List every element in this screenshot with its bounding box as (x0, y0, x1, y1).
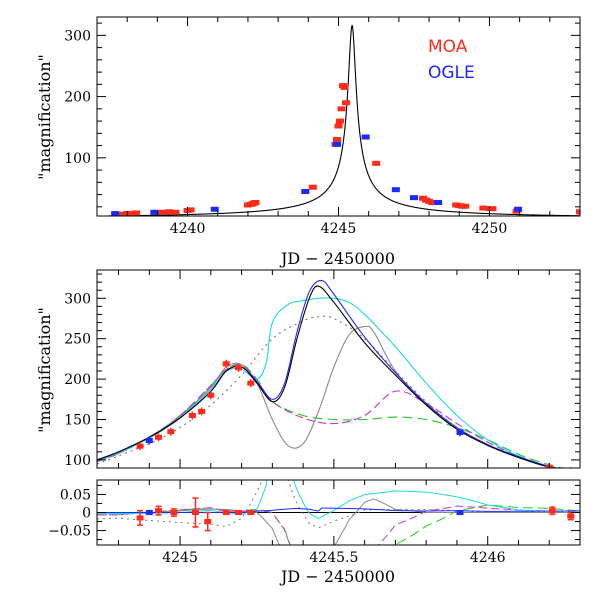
zoom-panel-frame (96, 269, 581, 469)
moa-point (428, 200, 437, 206)
moa-point (479, 205, 488, 211)
model-alt5 (97, 364, 560, 468)
y-tick-label: 300 (64, 28, 91, 44)
top-plot-area (97, 24, 580, 216)
ogle-point (514, 206, 523, 212)
y-tick-label: 0 (82, 506, 91, 522)
y-tick-label: 200 (64, 90, 91, 106)
ogle-point (434, 200, 443, 206)
moa-point (235, 365, 243, 371)
residuals-plot-area (97, 480, 580, 545)
legend-moa: MOA (428, 37, 468, 57)
model-alt1 (97, 279, 560, 468)
moa-point (198, 408, 206, 414)
moa-point (251, 200, 260, 206)
ogle-point (145, 510, 153, 515)
ogle-point (210, 206, 219, 212)
moa-point (165, 209, 174, 215)
moa-point (340, 84, 349, 90)
x-tick-label: 4246 (470, 550, 506, 566)
moa-point (548, 508, 556, 514)
y-tick-label: 200 (64, 372, 91, 388)
ogle-point (145, 438, 153, 444)
top-ticks: 4240 4245 4250 100 200 300 (64, 17, 581, 237)
ogle-point (301, 189, 310, 195)
top-y-axis-label: "magnification" (35, 54, 54, 180)
moa-point (159, 209, 168, 215)
moa-point (222, 361, 230, 367)
moa-point (155, 434, 163, 440)
x-tick-label: 4240 (170, 221, 206, 237)
moa-point (577, 209, 580, 215)
moa-point (117, 211, 126, 216)
moa-point (191, 510, 199, 515)
ogle-point (361, 134, 370, 140)
moa-point (308, 184, 317, 190)
zoom-ticks: 100 150 200 250 300 (64, 270, 581, 469)
y-tick-label: 150 (64, 413, 91, 429)
moa-point (126, 211, 135, 216)
moa-point (461, 203, 470, 209)
y-tick-label: −0.05 (48, 524, 91, 540)
moa-point (247, 380, 255, 386)
moa-point (207, 392, 215, 398)
moa-point (188, 412, 196, 418)
model-alt2 (97, 297, 560, 468)
ogle-point (111, 211, 120, 216)
x-tick-label: 4250 (472, 221, 508, 237)
moa-point (170, 510, 178, 515)
x-tick-label: 4245 (321, 221, 357, 237)
residuals-panel: 4245 4245.5 4246 0.05 0 −0.05 JD − 2450000 (48, 479, 581, 586)
y-tick-label: 250 (64, 332, 91, 348)
moa-point (155, 508, 163, 514)
moa-point (136, 443, 144, 449)
moa-point (247, 510, 255, 515)
model-alt4 (97, 363, 565, 468)
zoom-light-curve-panel: 100 150 200 250 300 "magnification" (35, 269, 581, 474)
moa-point (336, 118, 345, 124)
residuals-x-axis-label: JD − 2450000 (279, 567, 395, 586)
moa-point (342, 100, 351, 106)
top-light-curve-panel: 4240 4245 4250 100 200 300 JD − 2450000 "magn… (35, 16, 581, 268)
moa-point (186, 207, 195, 213)
moa-point (171, 209, 180, 215)
moa-point (332, 136, 341, 142)
moa-point (372, 160, 381, 166)
ogle-point (391, 187, 400, 193)
ogle-point (409, 195, 418, 201)
y-tick-label: 0.05 (60, 487, 91, 503)
residual-alt1 (97, 507, 580, 513)
ogle-point (456, 510, 464, 515)
moa-point (567, 469, 574, 474)
y-tick-label: 300 (64, 291, 91, 307)
moa-point (235, 510, 243, 515)
residuals-ticks: 4245 4245.5 4246 0.05 0 −0.05 (48, 480, 581, 566)
moa-point (567, 513, 575, 519)
residual-alt4 (97, 504, 580, 545)
moa-point (337, 106, 346, 112)
y-tick-label: 100 (64, 151, 91, 167)
moa-point (132, 210, 141, 216)
moa-point (136, 515, 144, 521)
legend-ogle: OGLE (428, 63, 475, 83)
model-best (97, 285, 556, 468)
moa-point (488, 206, 497, 212)
moa-point (334, 123, 343, 129)
ogle-point (332, 141, 341, 147)
ogle-point (150, 209, 159, 215)
residual-alt3 (97, 498, 580, 545)
top-panel-frame (96, 16, 581, 217)
x-tick-label: 4245 (162, 550, 198, 566)
moa-point (167, 429, 175, 435)
moa-point (204, 519, 212, 525)
top-x-axis-label: JD − 2450000 (279, 249, 395, 268)
ogle-point (456, 429, 464, 435)
zoom-y-axis-label: "magnification" (35, 307, 54, 433)
residual-alt6 (97, 480, 580, 529)
y-tick-label: 100 (64, 453, 91, 469)
moa-point (222, 510, 230, 515)
zoom-plot-area (97, 279, 574, 474)
x-tick-label: 4245.5 (309, 550, 358, 566)
